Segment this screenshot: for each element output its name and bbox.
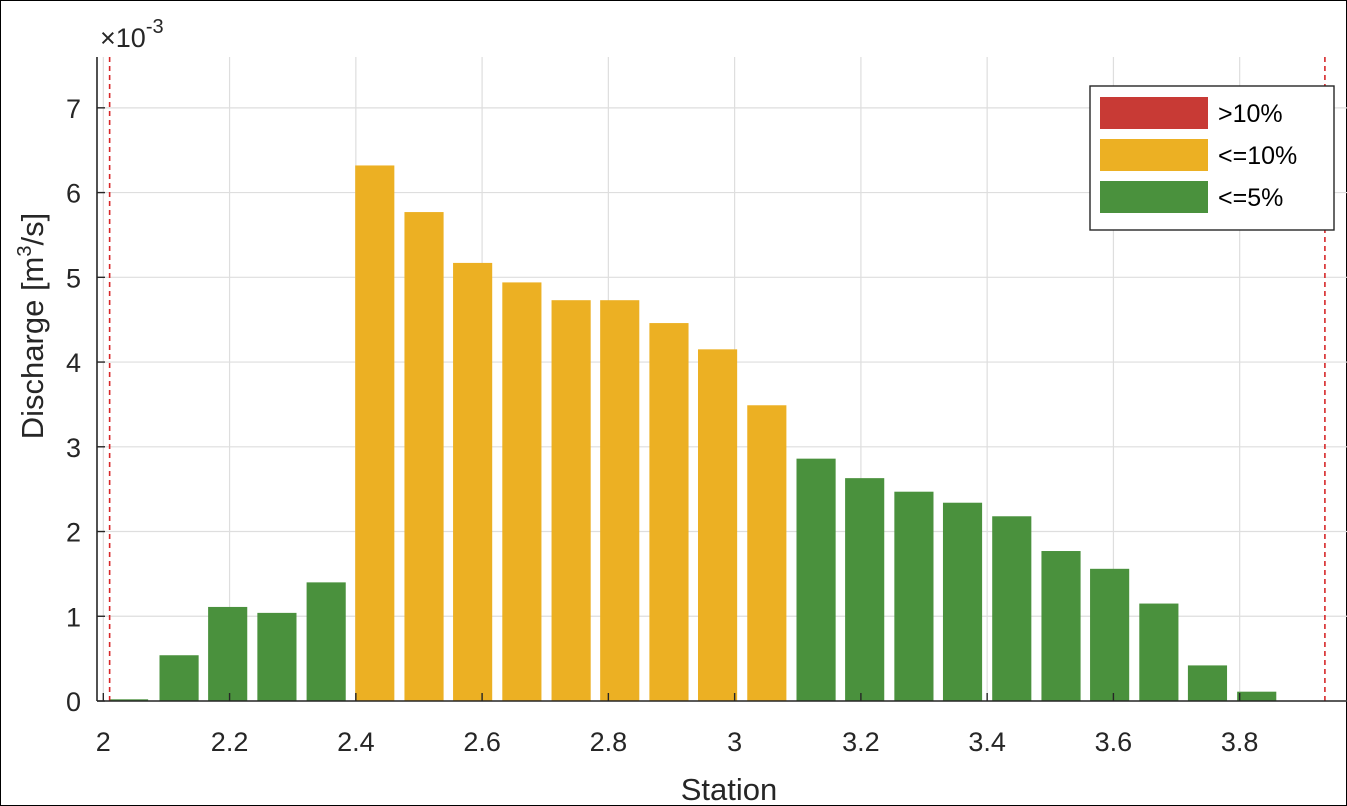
axes [96, 57, 1347, 702]
bars [108, 165, 1277, 702]
y-tick-label: 4 [66, 348, 81, 378]
legend-swatch [1100, 181, 1208, 213]
y-axis-multiplier: ×10-3 [100, 16, 164, 53]
bar [1139, 603, 1179, 701]
y-tick-label: 2 [66, 518, 81, 548]
x-tick-label: 3.6 [1095, 727, 1133, 757]
bar [600, 300, 640, 701]
x-tick-label: 3.4 [968, 727, 1006, 757]
bar [404, 212, 444, 701]
bar [108, 699, 149, 701]
legend: >10% <=10% <=5% [1089, 85, 1335, 231]
y-axis-title: Discharge [m3/s] [14, 213, 50, 439]
x-tick-label: 3.2 [842, 727, 880, 757]
legend-swatch [1100, 139, 1208, 171]
bar [698, 349, 738, 701]
bar [747, 405, 787, 701]
x-axis-title: Station [681, 772, 778, 806]
bar [1187, 665, 1228, 701]
bar [257, 612, 297, 701]
bar [894, 491, 934, 701]
bar [845, 478, 885, 701]
legend-swatch [1100, 97, 1208, 129]
bar [1237, 691, 1277, 701]
y-tick-label: 5 [66, 263, 81, 293]
legend-label: <=5% [1218, 184, 1283, 212]
bar [355, 165, 395, 702]
y-tick-labels: 0 1 2 3 4 5 6 7 [66, 94, 81, 717]
y-tick-label: 7 [66, 94, 81, 124]
x-tick-label: 3 [727, 727, 742, 757]
bar [1090, 568, 1130, 701]
legend-label: <=10% [1218, 142, 1297, 170]
bar [208, 606, 248, 701]
bar [159, 655, 199, 701]
x-tick-label: 2.2 [211, 727, 249, 757]
bar [942, 502, 983, 701]
y-tick-label: 6 [66, 179, 81, 209]
bar [551, 300, 591, 701]
bar [992, 516, 1032, 701]
bar [502, 282, 542, 701]
bar [649, 323, 689, 701]
bar [453, 262, 493, 701]
y-tick-label: 0 [66, 687, 81, 717]
bar [796, 458, 836, 701]
bar [1041, 551, 1081, 701]
x-tick-label: 2.4 [337, 727, 375, 757]
x-tick-labels: 2 2.2 2.4 2.6 2.8 3 3.2 3.4 3.6 3.8 [96, 727, 1259, 757]
x-tick-label: 2.8 [590, 727, 628, 757]
y-tick-label: 3 [66, 433, 81, 463]
bar [306, 582, 346, 701]
x-tick-label: 2.6 [463, 727, 501, 757]
x-tick-label: 3.8 [1221, 727, 1259, 757]
x-tick-label: 2 [96, 727, 111, 757]
legend-label: >10% [1218, 100, 1283, 128]
y-tick-label: 1 [66, 602, 81, 632]
